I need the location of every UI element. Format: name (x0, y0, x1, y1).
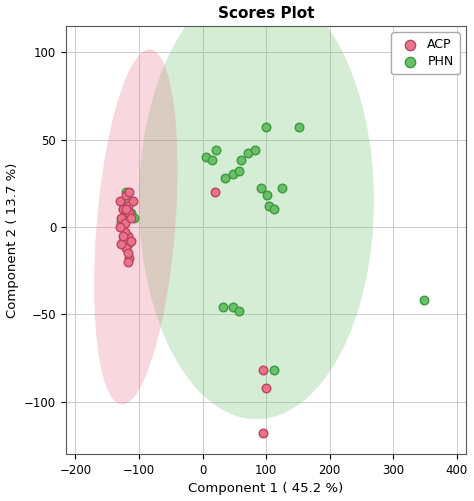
ACP (119, 231, 127, 239)
PHN (419, 296, 427, 304)
ACP (118, 240, 125, 248)
ACP (128, 237, 135, 245)
ACP (124, 202, 131, 210)
PHN (122, 188, 130, 196)
PHN (208, 156, 216, 164)
PHN (221, 174, 228, 182)
X-axis label: Component 1 ( 45.2 %): Component 1 ( 45.2 %) (188, 482, 344, 495)
ACP (126, 209, 133, 217)
PHN (124, 240, 131, 248)
ACP (262, 384, 270, 392)
PHN (236, 307, 243, 315)
ACP (119, 237, 127, 245)
PHN (295, 123, 303, 131)
ACP (122, 191, 130, 199)
PHN (257, 184, 264, 192)
ACP (124, 231, 131, 239)
PHN (130, 214, 138, 222)
PHN (278, 184, 286, 192)
PHN (264, 191, 271, 199)
PHN (237, 156, 245, 164)
PHN (128, 209, 135, 217)
PHN (265, 202, 273, 210)
ACP (122, 244, 130, 252)
PHN (118, 217, 125, 225)
PHN (262, 123, 270, 131)
Ellipse shape (139, 0, 374, 419)
ACP (211, 188, 219, 196)
Legend: ACP, PHN: ACP, PHN (391, 32, 460, 74)
ACP (122, 205, 130, 213)
PHN (251, 146, 258, 154)
ACP (126, 255, 133, 263)
ACP (128, 214, 135, 222)
Y-axis label: Component 2 ( 13.7 %): Component 2 ( 13.7 %) (6, 162, 18, 318)
ACP (118, 214, 125, 222)
ACP (121, 228, 129, 236)
ACP (126, 188, 133, 196)
ACP (129, 197, 137, 205)
ACP (124, 258, 131, 266)
PHN (124, 209, 131, 217)
Ellipse shape (94, 50, 177, 404)
ACP (259, 429, 267, 437)
Title: Scores Plot: Scores Plot (218, 6, 314, 21)
PHN (126, 197, 133, 205)
PHN (219, 303, 227, 311)
PHN (236, 167, 243, 175)
ACP (121, 219, 129, 227)
ACP (119, 205, 127, 213)
PHN (270, 205, 277, 213)
PHN (213, 146, 220, 154)
ACP (116, 197, 124, 205)
PHN (202, 153, 210, 161)
PHN (245, 149, 252, 157)
PHN (229, 170, 237, 178)
ACP (259, 366, 267, 374)
PHN (270, 366, 277, 374)
ACP (116, 223, 124, 231)
PHN (119, 205, 127, 213)
ACP (124, 249, 131, 257)
PHN (229, 303, 237, 311)
